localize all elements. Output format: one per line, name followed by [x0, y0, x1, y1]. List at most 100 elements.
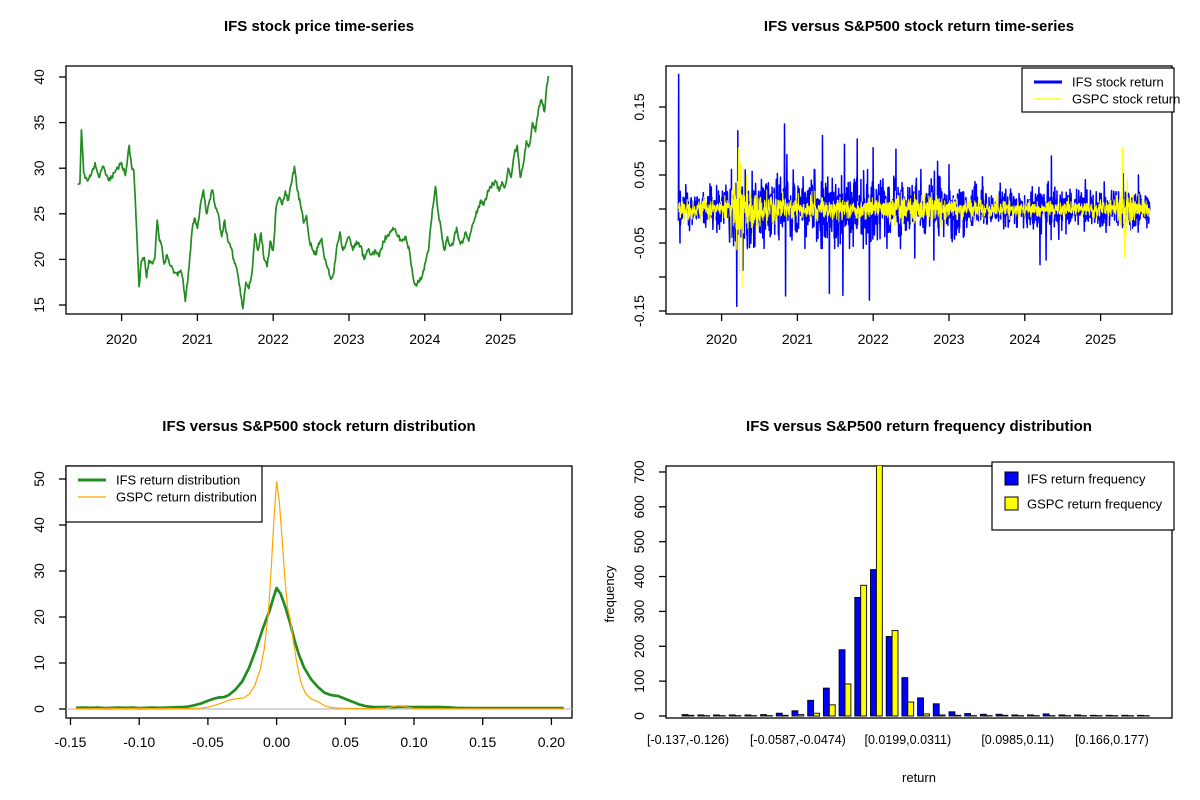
tick-label: GSPC stock return: [1072, 92, 1180, 107]
histogram-bar: [1105, 714, 1113, 717]
tick-label: 700: [631, 460, 647, 484]
bar-group: [681, 466, 1150, 717]
tick-label: 35: [31, 115, 47, 131]
tick-label: 100: [631, 669, 647, 693]
histogram-bar: [964, 713, 972, 717]
tick-label: 2021: [782, 331, 813, 347]
tick-label: 2024: [1009, 331, 1040, 347]
histogram-bar: [807, 699, 815, 717]
tick-label: 0.10: [400, 734, 427, 750]
x-axis-label: return: [902, 770, 936, 785]
histogram-bar: [744, 714, 752, 717]
tick-label: 0.00: [263, 734, 290, 750]
plot-area-1: 2020 2021 2022 2023 2024 2025 0.15 0.05 -0.05 -0.…: [631, 65, 1180, 347]
tick-label: -0.05: [631, 227, 647, 259]
tick-label: 0.05: [631, 161, 647, 188]
tick-label: IFS stock return: [1072, 75, 1164, 90]
chart-title: IFS versus S&P500 stock return time-seri…: [764, 18, 1074, 35]
tick-label: 40: [31, 517, 47, 533]
histogram-bar: [828, 704, 836, 717]
tick-label: [-0.0587,-0.0474): [750, 733, 846, 747]
chart-title: IFS versus S&P500 return frequency distr…: [746, 418, 1092, 435]
tick-label: [0.0199,0.0311): [864, 733, 951, 747]
histogram-bar: [979, 713, 987, 717]
tick-label: 400: [631, 565, 647, 589]
tick-label: 20: [31, 609, 47, 625]
tick-label: 2020: [706, 331, 737, 347]
tick-label: 600: [631, 495, 647, 519]
tick-label: [-0.137,-0.126): [647, 733, 729, 747]
plot-frame: [665, 465, 1173, 719]
plot-frame: [65, 65, 573, 315]
legend-box: [991, 461, 1175, 531]
histogram-bar: [885, 636, 893, 717]
histogram-bar: [728, 714, 736, 717]
panel-return-timeseries: 2020 2021 2022 2023 2024 2025 0.15 0.05 -0.05 -0.…: [631, 18, 1180, 347]
histogram-bar: [870, 569, 877, 717]
histogram-bar: [875, 466, 883, 717]
histogram-bar: [854, 597, 862, 717]
tick-label: 2021: [182, 331, 213, 347]
histogram-bar: [697, 714, 705, 717]
tick-label: 0.15: [631, 93, 647, 120]
tick-label: [0.0985,0.11): [981, 733, 1054, 747]
tick-label: IFS return frequency: [1027, 472, 1146, 487]
histogram-bar: [923, 713, 930, 717]
histogram-bar: [948, 711, 956, 717]
tick-label: 30: [31, 160, 47, 176]
tick-label: 2024: [409, 331, 440, 347]
legend-box: [1021, 67, 1175, 113]
series-line: [77, 75, 550, 310]
tick-label: 200: [631, 634, 647, 658]
tick-label: 10: [31, 655, 47, 671]
panel-return-frequency: 0 100 200 300 400 500 600 700 [-0.137,-0.126) [-0…: [602, 418, 1175, 785]
tick-label: 25: [31, 206, 47, 222]
histogram-bar: [681, 714, 689, 717]
plot-area-3: 0 100 200 300 400 500 600 700 [-0.137,-0.126) [-0…: [631, 460, 1175, 747]
tick-label: 2023: [933, 331, 964, 347]
histogram-bar: [775, 712, 783, 717]
panel-return-distribution: -0.15 -0.10 -0.05 0.00 0.05 0.10 0.15 0.20 0 10 20…: [31, 418, 573, 750]
histogram-bar: [932, 703, 940, 717]
tick-label: 2023: [333, 331, 364, 347]
histogram-bar: [687, 714, 695, 717]
tick-label: 2022: [858, 331, 889, 347]
tick-label: -0.15: [631, 295, 647, 327]
histogram-bar: [1121, 714, 1129, 717]
histogram-bar: [713, 714, 720, 717]
series-line: [677, 147, 1151, 288]
histogram-bar: [907, 701, 915, 717]
tick-label: 2022: [258, 331, 289, 347]
y-axis-label: frequency: [602, 565, 617, 623]
legend-square-sample: [1004, 471, 1019, 486]
chart-title: IFS stock price time-series: [224, 18, 414, 35]
legend-box: [65, 465, 263, 523]
tick-label: 20: [31, 251, 47, 267]
histogram-bar: [1058, 714, 1066, 717]
tick-label: 50: [31, 471, 47, 487]
chart-title: IFS versus S&P500 stock return distribut…: [162, 418, 475, 435]
histogram-bar: [995, 713, 1003, 717]
tick-label: IFS return distribution: [116, 473, 240, 488]
series-line: [75, 586, 564, 710]
histogram-bar: [901, 677, 909, 717]
tick-label: 30: [31, 563, 47, 579]
plot-frame: [65, 465, 573, 719]
histogram-bar: [1001, 714, 1009, 717]
histogram-bar: [781, 714, 789, 717]
histogram-bar: [1136, 714, 1144, 717]
tick-label: -0.05: [192, 734, 224, 750]
histogram-bar: [891, 630, 899, 717]
histogram-bar: [1074, 714, 1081, 717]
histogram-bar: [1089, 714, 1097, 717]
histogram-bar: [797, 714, 805, 717]
histogram-bar: [813, 712, 820, 717]
tick-label: 0.05: [332, 734, 359, 750]
tick-label: GSPC return distribution: [116, 490, 257, 505]
tick-label: 2025: [1085, 331, 1116, 347]
histogram-bar: [917, 697, 924, 717]
histogram-bar: [791, 710, 799, 717]
